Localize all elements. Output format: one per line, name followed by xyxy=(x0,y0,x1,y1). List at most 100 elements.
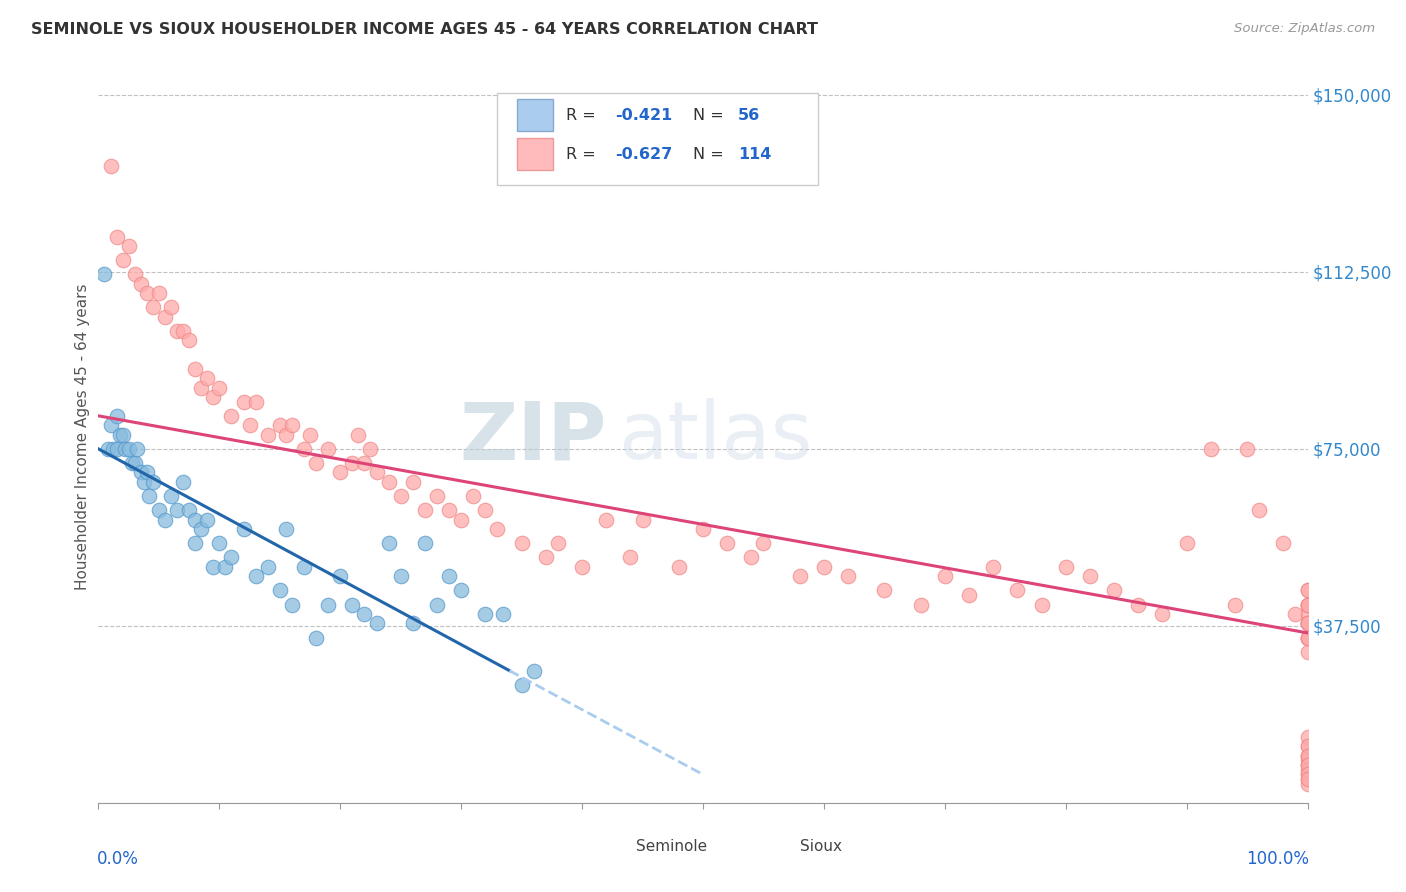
Point xyxy=(1296,598,1319,612)
Point xyxy=(129,277,152,291)
Point xyxy=(1296,772,1319,787)
Point xyxy=(121,456,143,470)
Point xyxy=(1296,730,1319,744)
Point xyxy=(281,598,304,612)
Point xyxy=(1128,598,1150,612)
Point xyxy=(101,442,124,456)
Text: ZIP: ZIP xyxy=(458,398,606,476)
Point xyxy=(437,503,460,517)
Point xyxy=(1296,739,1319,754)
Point xyxy=(142,301,165,315)
Text: R =: R = xyxy=(567,146,602,161)
Point xyxy=(124,267,146,281)
Point xyxy=(1296,767,1319,781)
Point xyxy=(114,442,136,456)
Point xyxy=(450,513,472,527)
Point xyxy=(97,442,120,456)
Point xyxy=(190,380,212,394)
Point xyxy=(1296,753,1319,767)
Point xyxy=(214,559,236,574)
Point xyxy=(129,466,152,480)
Point xyxy=(426,489,449,503)
Point xyxy=(256,559,278,574)
Point xyxy=(127,442,149,456)
Point xyxy=(934,569,956,583)
Point xyxy=(316,442,339,456)
Point xyxy=(190,522,212,536)
Point xyxy=(595,513,617,527)
Point xyxy=(1272,536,1295,550)
Point xyxy=(208,380,231,394)
Point xyxy=(377,536,399,550)
Point xyxy=(1296,777,1319,791)
FancyBboxPatch shape xyxy=(517,99,553,131)
Point xyxy=(172,475,194,489)
Point xyxy=(195,513,218,527)
Point xyxy=(245,569,267,583)
Point xyxy=(692,522,714,536)
Point xyxy=(534,550,557,565)
Point xyxy=(1296,748,1319,763)
Point xyxy=(134,475,156,489)
Text: atlas: atlas xyxy=(619,398,813,476)
Point xyxy=(184,361,207,376)
Point xyxy=(510,536,533,550)
Point xyxy=(873,583,896,598)
Point xyxy=(377,475,399,489)
Point xyxy=(138,489,160,503)
Point xyxy=(740,550,762,565)
Point xyxy=(124,456,146,470)
Text: 0.0%: 0.0% xyxy=(97,850,139,868)
Point xyxy=(1296,767,1319,781)
Text: N =: N = xyxy=(693,108,730,123)
Point xyxy=(1296,616,1319,631)
Point xyxy=(1296,607,1319,621)
Point xyxy=(160,489,183,503)
Point xyxy=(1296,631,1319,645)
Point xyxy=(413,503,436,517)
Point xyxy=(1223,598,1246,612)
FancyBboxPatch shape xyxy=(593,833,626,860)
Point xyxy=(292,442,315,456)
FancyBboxPatch shape xyxy=(756,833,789,860)
Point xyxy=(239,418,262,433)
Point xyxy=(221,409,243,423)
Point xyxy=(111,427,134,442)
Point xyxy=(153,513,176,527)
Point xyxy=(366,466,388,480)
Point xyxy=(1175,536,1198,550)
Point xyxy=(118,442,141,456)
Text: 100.0%: 100.0% xyxy=(1246,850,1309,868)
Text: 114: 114 xyxy=(738,146,772,161)
Point xyxy=(1296,631,1319,645)
Point xyxy=(1296,598,1319,612)
Point xyxy=(389,569,412,583)
FancyBboxPatch shape xyxy=(498,94,818,185)
Text: 56: 56 xyxy=(738,108,761,123)
Point xyxy=(631,513,654,527)
Point xyxy=(353,456,375,470)
Point xyxy=(1296,772,1319,787)
Point xyxy=(1007,583,1029,598)
Point xyxy=(105,229,128,244)
Point xyxy=(402,475,425,489)
Point xyxy=(474,607,496,621)
Point xyxy=(437,569,460,583)
Point xyxy=(160,301,183,315)
Text: -0.421: -0.421 xyxy=(614,108,672,123)
Point xyxy=(1284,607,1306,621)
Point xyxy=(148,503,170,517)
Point xyxy=(1102,583,1125,598)
Point xyxy=(668,559,690,574)
Point xyxy=(813,559,835,574)
Point xyxy=(492,607,515,621)
Point xyxy=(450,583,472,598)
Point xyxy=(1054,559,1077,574)
Point xyxy=(1296,598,1319,612)
Point xyxy=(108,427,131,442)
Point xyxy=(1296,739,1319,754)
Point xyxy=(486,522,509,536)
Point xyxy=(1296,616,1319,631)
Point xyxy=(619,550,641,565)
Point xyxy=(202,559,225,574)
